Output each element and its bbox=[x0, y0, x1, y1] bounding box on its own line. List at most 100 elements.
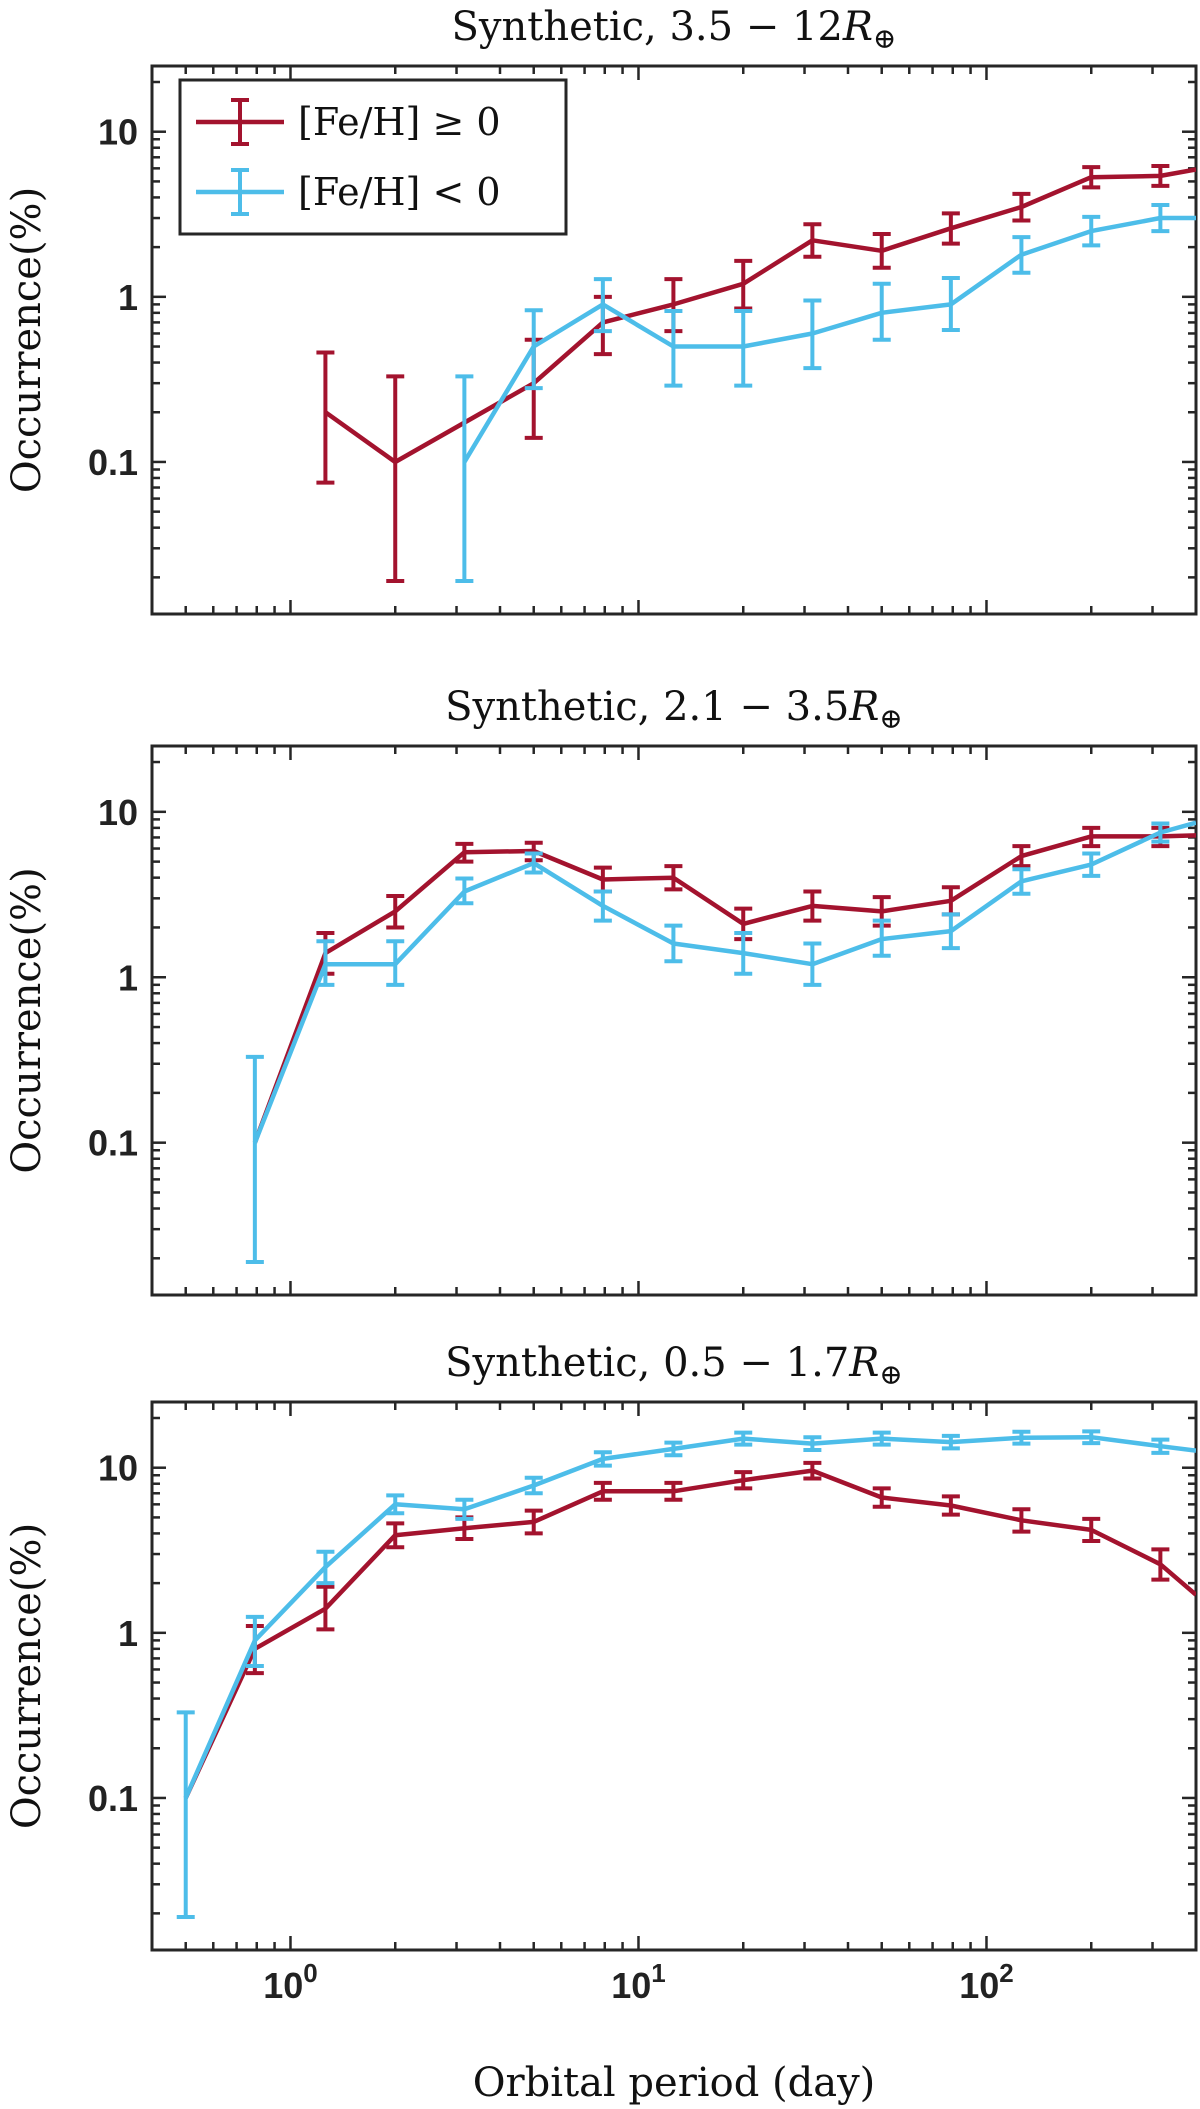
x-tick-label: 101 bbox=[611, 1958, 666, 2006]
series-line bbox=[183, 1468, 1196, 1799]
y-axis-label: Occurrence(%) bbox=[4, 1523, 50, 1829]
error-bar bbox=[1012, 844, 1031, 869]
plot-area bbox=[176, 1429, 1196, 1920]
error-bar bbox=[1151, 1437, 1170, 1455]
error-bar bbox=[386, 374, 405, 584]
error-bar bbox=[872, 918, 891, 958]
error-bar bbox=[664, 1440, 683, 1458]
legend-label: [Fe/H] ≥ 0 bbox=[298, 100, 501, 144]
error-bar bbox=[941, 1433, 960, 1451]
legend-item: [Fe/H] < 0 bbox=[196, 168, 501, 216]
error-bar bbox=[1082, 214, 1101, 248]
y-tick-label: 1 bbox=[118, 1613, 138, 1654]
error-bar bbox=[872, 1430, 891, 1447]
error-bar bbox=[1012, 235, 1031, 275]
error-bar bbox=[1151, 821, 1170, 844]
error-bar bbox=[524, 308, 543, 391]
series-line bbox=[252, 833, 1196, 1144]
error-bar bbox=[316, 350, 335, 485]
chart-title: Synthetic, 2.1 − 3.5R⊕ bbox=[445, 684, 903, 735]
error-bar bbox=[1082, 1516, 1101, 1543]
error-bar bbox=[803, 222, 822, 259]
x-tick-label: 102 bbox=[959, 1958, 1014, 2006]
series-metal-poor bbox=[455, 202, 1196, 584]
y-axis-label: Occurrence(%) bbox=[4, 187, 50, 493]
plot-area bbox=[316, 163, 1196, 584]
error-bar bbox=[1012, 191, 1031, 223]
error-bar bbox=[1012, 1429, 1031, 1446]
x-ticks bbox=[150, 746, 1198, 1295]
axes-box bbox=[150, 1400, 1198, 1952]
y-tick-label: 1 bbox=[118, 957, 138, 998]
chart-title: Synthetic, 0.5 − 1.7R⊕ bbox=[445, 1340, 903, 1391]
error-bar bbox=[803, 1435, 822, 1453]
error-bar bbox=[941, 276, 960, 332]
y-axis-label: Occurrence(%) bbox=[4, 867, 50, 1173]
error-bar bbox=[316, 1549, 335, 1586]
error-bar bbox=[245, 1614, 264, 1668]
error-bar bbox=[941, 1494, 960, 1517]
error-bar bbox=[734, 309, 753, 388]
panel-3: 0.1 1 10 100 101 102 Occurrence(%) Orbital peri… bbox=[4, 1340, 1198, 2106]
error-bar bbox=[664, 923, 683, 964]
error-bar bbox=[455, 841, 474, 864]
y-tick-label: 0.1 bbox=[88, 1123, 138, 1164]
error-bar bbox=[593, 1450, 612, 1468]
error-bar bbox=[593, 889, 612, 923]
series-metal-poor bbox=[245, 820, 1196, 1264]
error-bar bbox=[664, 1480, 683, 1502]
axes-box bbox=[150, 64, 1198, 616]
axes-box bbox=[150, 744, 1198, 1297]
error-bar bbox=[872, 232, 891, 270]
error-bar bbox=[593, 1480, 612, 1502]
error-bar bbox=[1151, 202, 1170, 234]
panel-2: 0.1 1 10 Occurrence(%) Synthetic, 2.1 − 3.5R… bbox=[4, 684, 1198, 1297]
error-bar bbox=[1012, 867, 1031, 896]
panel-1: 0.1 1 10 Occurrence(%) Synthetic, 3.5 − 12R⊕… bbox=[4, 4, 1198, 616]
y-tick-label: 10 bbox=[98, 112, 138, 153]
error-bar bbox=[593, 277, 612, 334]
error-bar bbox=[316, 939, 335, 987]
series-metal-poor bbox=[176, 1429, 1196, 1920]
y-ticks bbox=[152, 1416, 1196, 1915]
error-bar bbox=[1082, 825, 1101, 849]
error-bar bbox=[803, 1460, 822, 1481]
plot-area bbox=[245, 820, 1196, 1264]
error-bar bbox=[455, 374, 474, 584]
error-bar bbox=[734, 1430, 753, 1447]
error-bar bbox=[872, 1486, 891, 1509]
error-bar bbox=[1082, 165, 1101, 190]
error-bar bbox=[524, 1475, 543, 1496]
y-tick-label: 0.1 bbox=[88, 1778, 138, 1819]
error-bar bbox=[245, 1054, 264, 1264]
error-bar bbox=[941, 912, 960, 951]
error-bar bbox=[734, 931, 753, 976]
x-axis-label: Orbital period (day) bbox=[473, 2060, 876, 2106]
error-bar bbox=[386, 1493, 405, 1516]
error-bar bbox=[1151, 163, 1170, 188]
y-tick-label: 10 bbox=[98, 1448, 138, 1489]
y-tick-label: 0.1 bbox=[88, 442, 138, 483]
series-line bbox=[462, 215, 1196, 464]
error-bar bbox=[872, 281, 891, 342]
error-bar bbox=[386, 893, 405, 930]
y-ticks bbox=[152, 80, 1196, 579]
y-tick-label: 1 bbox=[118, 277, 138, 318]
error-bar bbox=[386, 939, 405, 987]
legend-label: [Fe/H] < 0 bbox=[298, 170, 501, 214]
error-bar bbox=[941, 211, 960, 246]
error-bar bbox=[316, 1584, 335, 1632]
error-bar bbox=[1151, 1547, 1170, 1582]
legend-item: [Fe/H] ≥ 0 bbox=[196, 98, 501, 146]
chart-title: Synthetic, 3.5 − 12R⊕ bbox=[451, 4, 896, 55]
error-bar bbox=[734, 1470, 753, 1491]
error-bar bbox=[524, 851, 543, 875]
error-bar bbox=[734, 258, 753, 311]
error-bar bbox=[803, 889, 822, 923]
error-bar bbox=[455, 1497, 474, 1521]
error-bar bbox=[803, 941, 822, 987]
error-bar bbox=[455, 876, 474, 906]
x-tick-label: 100 bbox=[263, 1958, 318, 2006]
error-bar bbox=[803, 298, 822, 371]
